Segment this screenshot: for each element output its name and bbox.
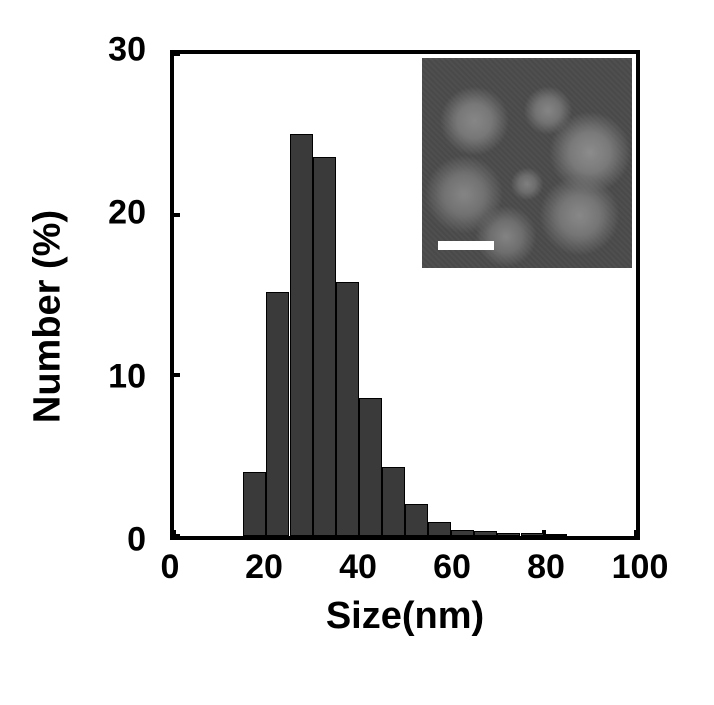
plot-area bbox=[170, 50, 640, 540]
histogram-bar bbox=[428, 522, 451, 536]
histogram-bar bbox=[544, 534, 567, 536]
histogram-bar bbox=[521, 533, 544, 536]
y-tick-label: 30 bbox=[108, 31, 146, 70]
x-tick-label: 80 bbox=[527, 548, 565, 587]
histogram-bar bbox=[382, 467, 405, 536]
histogram-chart: 0 10 20 30 0 20 40 60 80 100 Number (%) … bbox=[40, 30, 680, 670]
x-axis-title: Size(nm) bbox=[326, 595, 484, 638]
histogram-bar bbox=[451, 530, 474, 536]
x-tick-label: 0 bbox=[161, 548, 180, 587]
histogram-bar bbox=[243, 472, 266, 536]
inset-texture bbox=[422, 58, 632, 268]
x-tick-label: 20 bbox=[245, 548, 283, 587]
x-tick-label: 100 bbox=[612, 548, 669, 587]
histogram-bar bbox=[313, 157, 336, 536]
scale-bar bbox=[438, 241, 494, 250]
y-tick-label: 0 bbox=[127, 521, 146, 560]
inset-microscopy-image bbox=[422, 58, 632, 268]
histogram-bar bbox=[290, 134, 313, 536]
x-tick-label: 60 bbox=[433, 548, 471, 587]
y-tick-label: 20 bbox=[108, 194, 146, 233]
histogram-bar bbox=[266, 292, 289, 536]
y-tick-label: 10 bbox=[108, 357, 146, 396]
histogram-bar bbox=[336, 282, 359, 536]
y-axis-title: Number (%) bbox=[27, 210, 70, 423]
histogram-bar bbox=[359, 398, 382, 536]
histogram-bar bbox=[474, 531, 497, 536]
x-axis-labels: 0 20 40 60 80 100 bbox=[170, 548, 640, 588]
x-tick-label: 40 bbox=[339, 548, 377, 587]
histogram-bar bbox=[497, 533, 520, 536]
histogram-bar bbox=[405, 504, 428, 536]
